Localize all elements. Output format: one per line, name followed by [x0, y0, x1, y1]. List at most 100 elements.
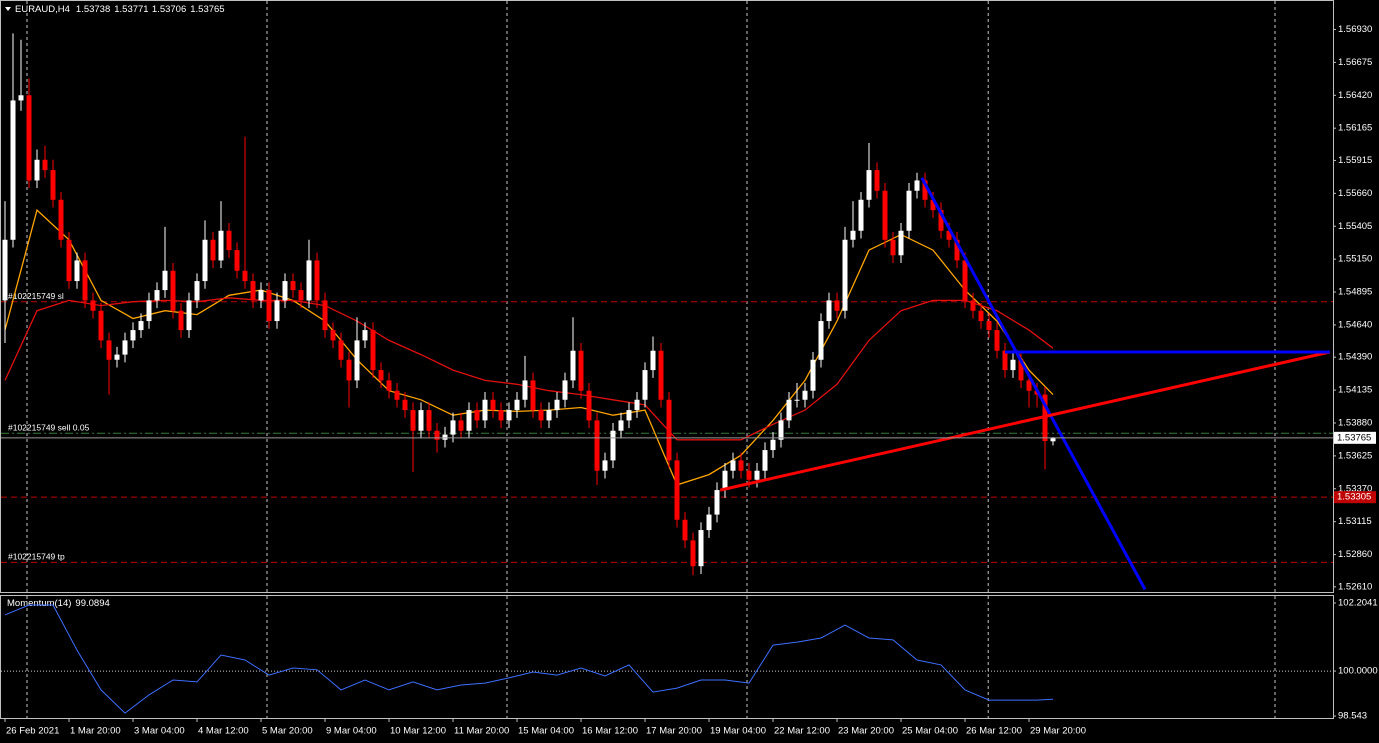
candle-body [426, 410, 432, 431]
candle-body [602, 460, 608, 471]
candle-body [810, 359, 816, 391]
y-tick-label: 1.55405 [1338, 221, 1372, 232]
trendline [719, 350, 1331, 492]
candle-body [130, 330, 136, 341]
y-tick-label: 1.55150 [1338, 254, 1372, 265]
candle-body [898, 230, 904, 256]
candle-body [714, 490, 720, 515]
candle-body [242, 270, 248, 282]
momentum-line [4, 604, 1054, 714]
candle-body [922, 180, 928, 200]
candle-body [282, 281, 288, 301]
momentum-label: Momentum(14) [7, 598, 71, 609]
candle-body [2, 239, 8, 301]
x-tick-label: 15 Mar 04:00 [518, 726, 574, 737]
candle-body [618, 420, 624, 431]
candle-body [482, 399, 488, 421]
y-tick-label: 102.2041 [1338, 598, 1378, 609]
candle-body [994, 330, 1000, 351]
candle-body [450, 420, 456, 435]
candle-body [306, 260, 312, 301]
main-panel-border [0, 0, 1334, 593]
candle-body [970, 300, 976, 311]
x-tick-label: 25 Mar 04:00 [902, 726, 958, 737]
candle-body [330, 330, 336, 341]
candle-body [890, 239, 896, 256]
current-price-label: 1.53765 [1337, 432, 1371, 443]
momentum-last: 99.0894 [75, 598, 109, 609]
candle-body [1018, 359, 1024, 381]
candle-body [146, 300, 152, 322]
y-tick-label: 1.54640 [1338, 319, 1372, 330]
candle-body [730, 460, 736, 471]
candle-body [738, 460, 744, 471]
candle-body [666, 399, 672, 461]
candle-body [682, 519, 688, 541]
candle-body [594, 420, 600, 471]
candle-body [626, 410, 632, 421]
symbol: EURAUD,H4 [15, 4, 70, 15]
y-tick-label: 98.543 [1338, 711, 1367, 722]
candle-body [1026, 380, 1032, 391]
candle-body [402, 399, 408, 411]
candle-body [642, 370, 648, 400]
x-tick-label: 29 Mar 20:00 [1030, 726, 1086, 737]
candle-body [690, 540, 696, 567]
y-tick-label: 1.54390 [1338, 352, 1372, 363]
candle-body [90, 300, 96, 311]
y-tick-label: 1.56675 [1338, 57, 1372, 68]
candle-body [322, 300, 328, 331]
candle-body [18, 95, 24, 101]
header-open: 1.53738 [76, 4, 110, 15]
y-tick-label: 1.53625 [1338, 450, 1372, 461]
candle-body [338, 340, 344, 360]
candle-body [74, 260, 80, 282]
price-tag-label: 1.53305 [1337, 492, 1371, 503]
header-high: 1.53771 [114, 4, 148, 15]
momentum-panel-border [0, 595, 1334, 719]
candle-body [834, 300, 840, 311]
candle-body [858, 199, 864, 231]
momentum-header: Momentum(14) 99.0894 [7, 598, 110, 609]
candle-body [506, 410, 512, 421]
candle-body [962, 260, 968, 301]
candle-body [1050, 437, 1056, 442]
candle-body [346, 359, 352, 381]
candle-body [866, 170, 872, 200]
candle-body [138, 321, 144, 331]
candle-body [314, 260, 320, 301]
x-tick-label: 26 Mar 12:00 [966, 726, 1022, 737]
candle-body [706, 514, 712, 531]
candle-body [234, 250, 240, 271]
candle-body [562, 380, 568, 400]
candle-body [778, 420, 784, 440]
candle-body [154, 290, 160, 301]
x-tick-label: 3 Mar 04:00 [134, 726, 185, 737]
candle-body [842, 239, 848, 311]
candle-body [122, 340, 128, 355]
y-tick-label: 1.56420 [1338, 90, 1372, 101]
x-tick-label: 22 Mar 12:00 [774, 726, 830, 737]
candle-body [826, 300, 832, 322]
candle-body [258, 290, 264, 301]
candle-body [770, 439, 776, 451]
candle-body [914, 180, 920, 191]
candle-body [746, 470, 752, 480]
candle-body [490, 399, 496, 411]
x-tick-label: 19 Mar 04:00 [710, 726, 766, 737]
y-tick-label: 1.54895 [1338, 287, 1372, 298]
y-tick-label: 1.52860 [1338, 549, 1372, 560]
candle-body [106, 340, 112, 360]
candle-body [26, 95, 32, 181]
candle-body [194, 281, 200, 301]
candle-body [474, 410, 480, 421]
candle-body [186, 300, 192, 331]
candle-body [554, 399, 560, 411]
candle-body [42, 159, 48, 171]
candle-body [498, 410, 504, 421]
candle-body [250, 281, 256, 301]
candle-body [354, 340, 360, 381]
candle-body [410, 410, 416, 431]
